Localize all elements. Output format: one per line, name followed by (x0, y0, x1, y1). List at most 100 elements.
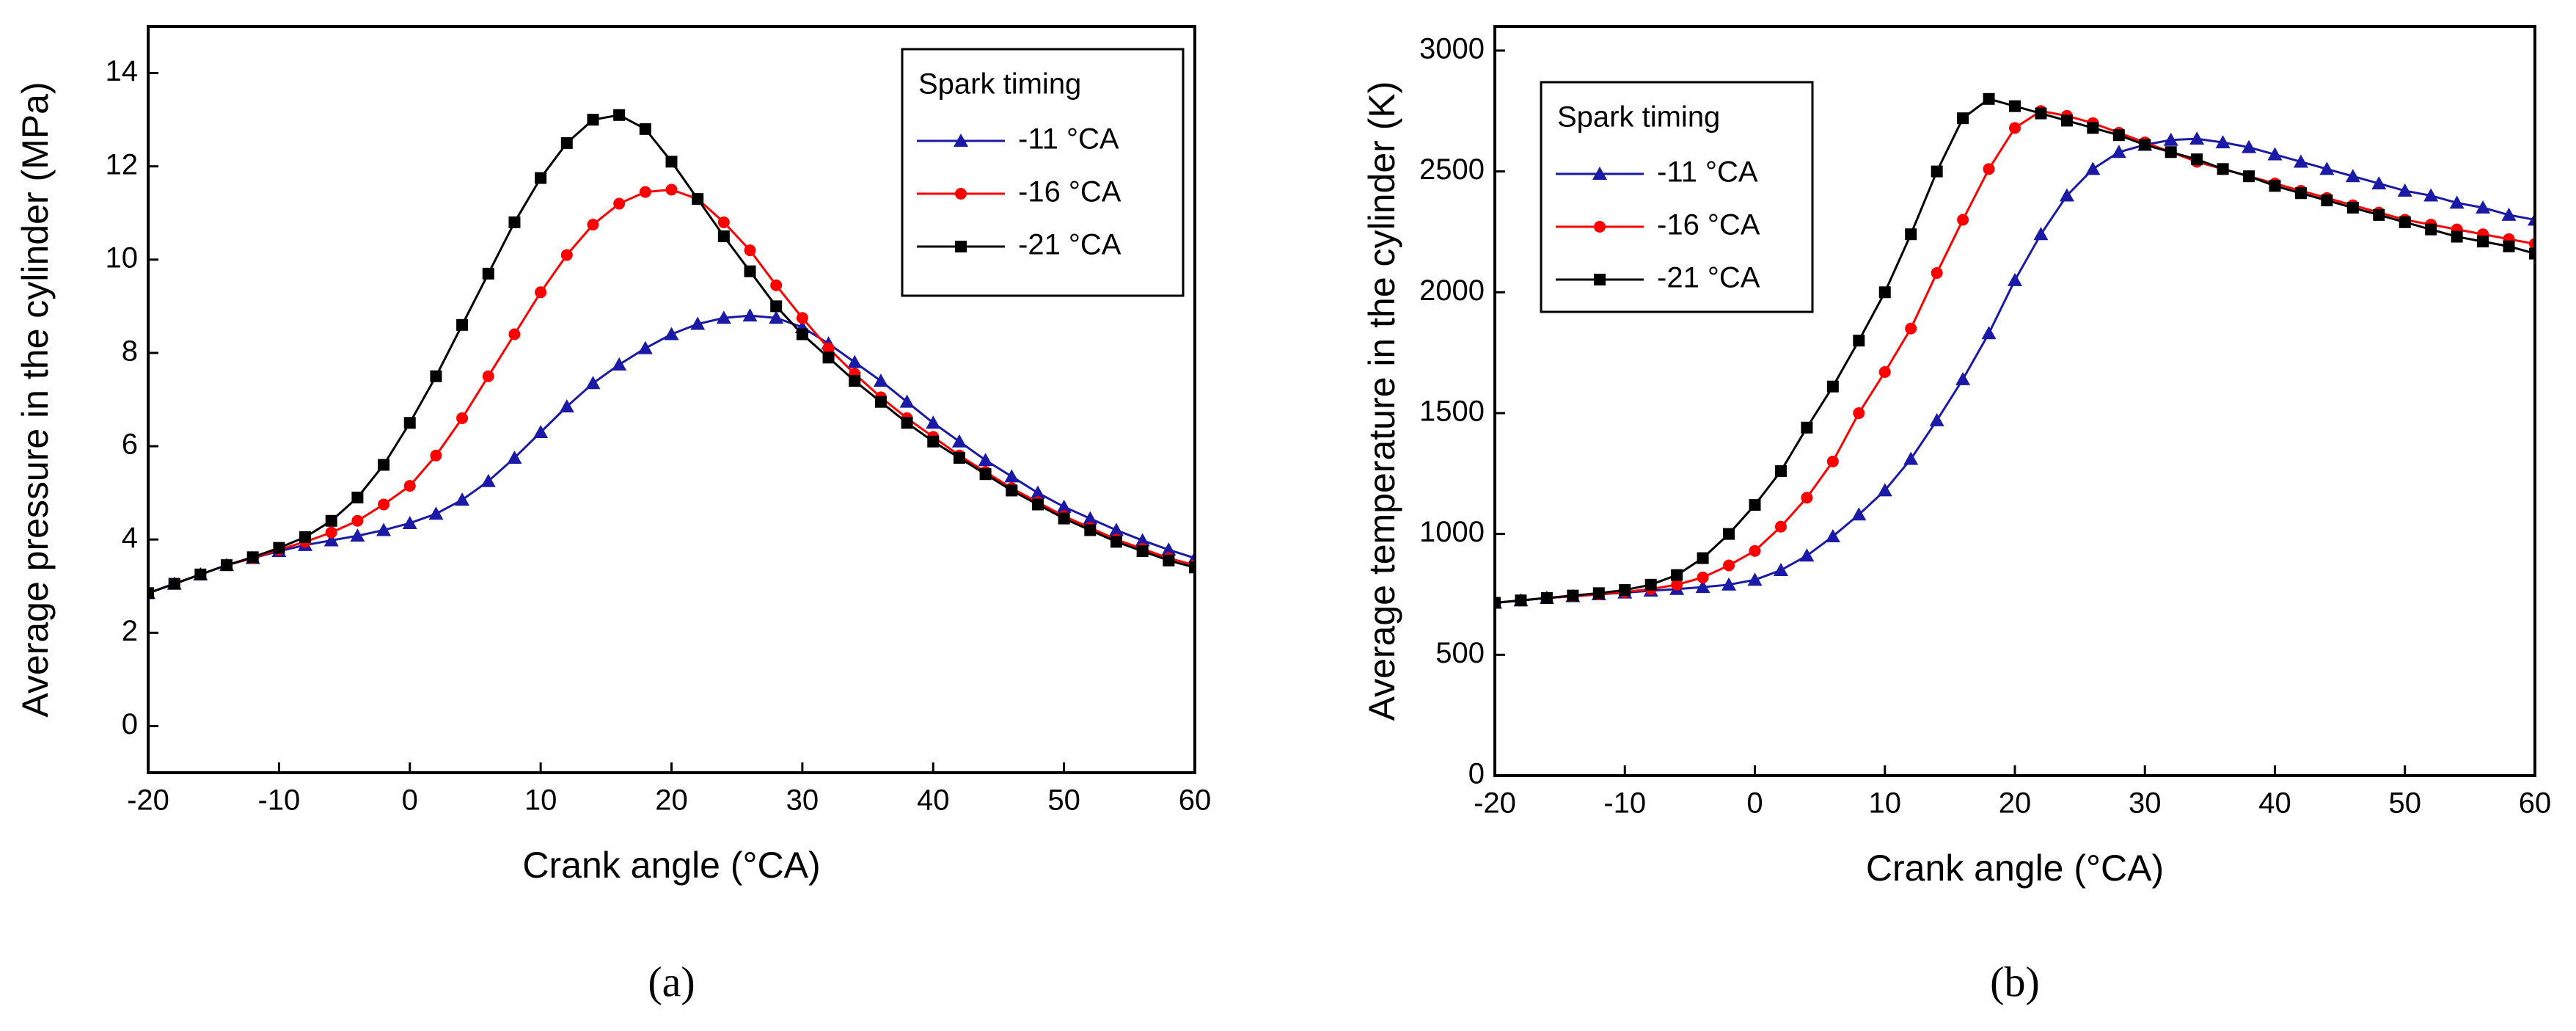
marker (796, 312, 808, 324)
marker (148, 587, 154, 600)
legend-title: Spark timing (1557, 101, 1720, 134)
marker (2373, 208, 2385, 221)
x-axis-title: Crank angle (°CA) (522, 845, 820, 886)
marker (221, 559, 233, 572)
marker (953, 451, 965, 464)
legend-label: -16 °CA (1657, 209, 1760, 241)
marker (533, 424, 549, 438)
marker (2111, 145, 2126, 159)
marker (1004, 469, 1020, 483)
y-tick-label: 14 (106, 55, 139, 87)
legend-box (901, 48, 1185, 297)
marker (1749, 499, 1761, 511)
marker (299, 531, 312, 544)
marker (1853, 335, 1865, 347)
marker (1721, 577, 1737, 591)
x-tick-label: 60 (2519, 787, 2552, 820)
marker (899, 394, 915, 408)
marker (559, 399, 574, 413)
marker (1030, 485, 1045, 499)
marker (402, 515, 417, 529)
x-tick-label: -20 (127, 784, 169, 817)
marker (847, 354, 863, 368)
marker (194, 568, 207, 580)
legend-marker (1592, 167, 1607, 180)
marker (585, 376, 601, 390)
marker (482, 267, 494, 280)
x-tick-label: 0 (402, 784, 418, 817)
marker (2215, 135, 2231, 149)
y-tick-label: 3000 (1419, 32, 1485, 65)
marker (1931, 266, 1943, 279)
marker (535, 286, 547, 299)
marker (456, 318, 469, 331)
marker (2008, 272, 2022, 286)
marker (1749, 544, 1761, 557)
y-tick-label: 10 (106, 241, 139, 274)
marker (351, 491, 364, 503)
plot: -20 -10 0 10 20 30 40 50 60 0 2 4 6 8 10 12 14 Crank angl… (15, 25, 1212, 1005)
marker (1931, 165, 1943, 178)
marker (1515, 594, 1527, 607)
marker (168, 578, 180, 590)
marker (2529, 247, 2535, 260)
y-tick-label: 0 (122, 708, 138, 740)
plot-frame (147, 25, 1196, 774)
marker (1540, 591, 1553, 604)
marker (2294, 187, 2307, 200)
y-axis-title: Average temperature in the cylinder (K) (1361, 81, 1402, 721)
y-tick-label: 500 (1435, 637, 1485, 669)
marker (1592, 587, 1605, 600)
legend-marker (1594, 274, 1606, 285)
marker (2477, 236, 2489, 248)
x-tick-label: 10 (524, 784, 557, 817)
marker (1774, 520, 1787, 533)
marker (1108, 522, 1124, 536)
marker (1957, 112, 1969, 125)
marker (978, 453, 993, 467)
y-tick-label: 2500 (1419, 153, 1485, 186)
marker (1163, 554, 1175, 566)
x-tick-label: 50 (1047, 784, 1080, 817)
marker (482, 370, 494, 382)
marker (2397, 183, 2412, 197)
marker (455, 492, 470, 506)
y-tick-label: 1500 (1419, 396, 1485, 428)
marker (1110, 536, 1122, 548)
marker (351, 514, 364, 527)
x-tick-label: 30 (786, 784, 819, 817)
marker (430, 449, 442, 462)
legend-box (1540, 81, 1814, 313)
marker (2033, 227, 2049, 241)
marker (979, 468, 992, 481)
marker (1671, 578, 1683, 591)
marker (2398, 216, 2411, 228)
marker (508, 328, 521, 340)
marker (1697, 552, 1709, 564)
marker (2503, 240, 2515, 252)
x-tick-label: -10 (1603, 787, 1646, 820)
x-tick-label: 60 (1179, 784, 1212, 817)
marker (1903, 451, 1919, 465)
marker (2267, 147, 2283, 161)
marker (717, 216, 730, 228)
legend-label: -21 °CA (1657, 262, 1760, 294)
marker (613, 109, 626, 121)
marker (2087, 122, 2099, 134)
marker (403, 480, 416, 492)
marker (1671, 569, 1683, 581)
marker (874, 396, 887, 408)
marker (613, 197, 626, 210)
marker (2189, 131, 2205, 145)
marker (2449, 195, 2465, 209)
marker (1983, 92, 1995, 105)
x-tick-label: 40 (917, 784, 950, 817)
marker (2269, 180, 2281, 192)
marker (2085, 161, 2101, 175)
marker (2139, 139, 2151, 151)
marker (325, 526, 337, 539)
x-tick-label: 0 (1746, 787, 1763, 820)
marker (1878, 286, 1891, 299)
marker (742, 308, 758, 322)
